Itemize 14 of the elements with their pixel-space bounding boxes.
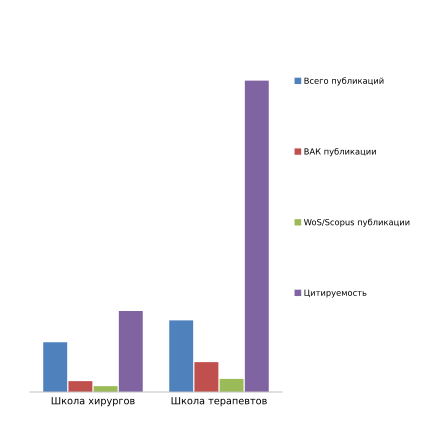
bar (244, 80, 269, 392)
legend-label: WoS/Scopus публикации (304, 218, 410, 227)
bar (169, 320, 194, 392)
legend-label: ВАК публикации (304, 148, 376, 156)
bar (118, 311, 143, 392)
x-tick-label: Школа хирургов (52, 397, 135, 406)
legend-label: Всего публикаций (304, 77, 384, 86)
legend-label: Цитируемость (304, 290, 366, 298)
bar (68, 381, 92, 392)
bar (94, 386, 118, 392)
bar (220, 378, 244, 392)
bar (43, 342, 68, 392)
bar (194, 362, 218, 392)
x-tick-label: Школа терапевтов (172, 397, 267, 406)
